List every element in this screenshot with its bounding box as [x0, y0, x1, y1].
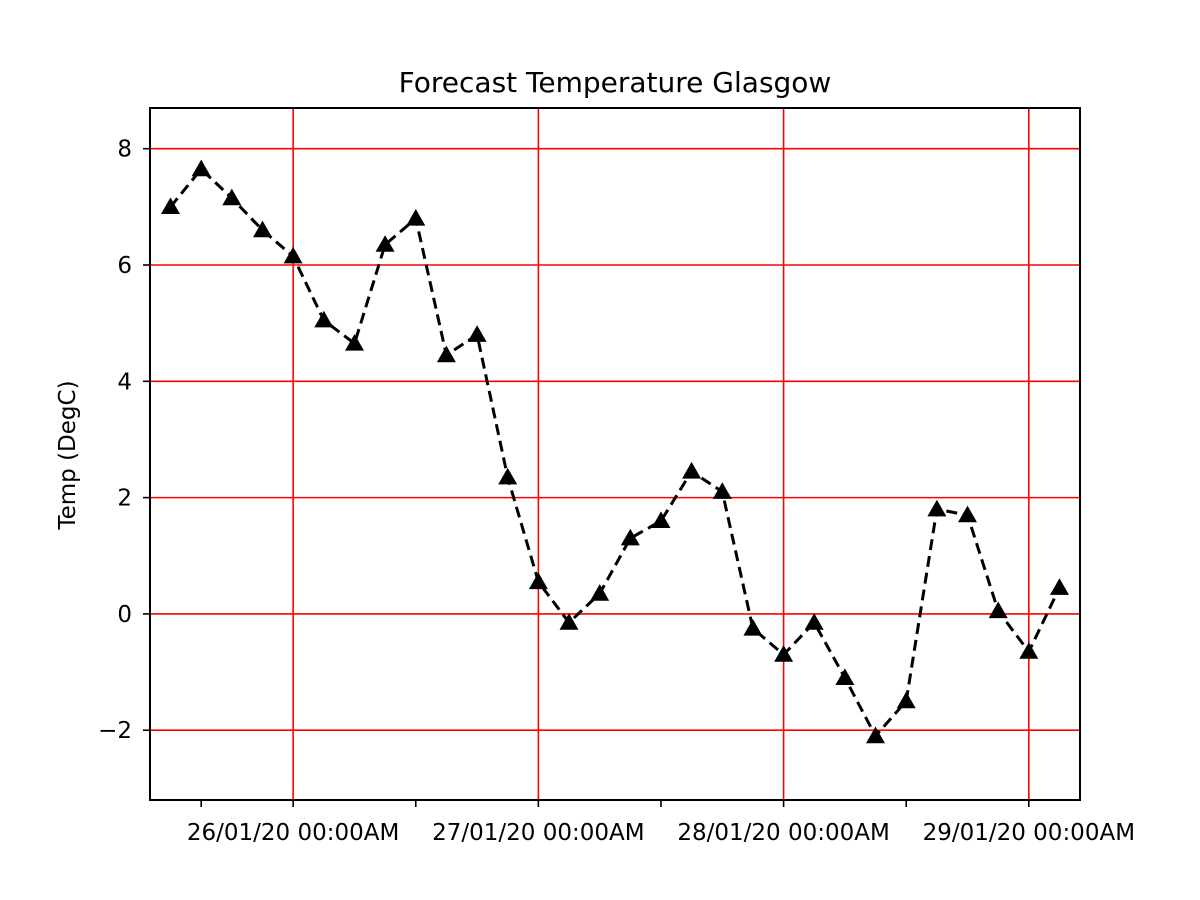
- data-point-marker: [651, 511, 671, 528]
- x-tick-label: 28/01/20 00:00AM: [677, 820, 889, 846]
- data-point-marker: [896, 691, 916, 709]
- tick-layer: −2 0 2 4 6 8 26/01/20 00:00AM 27/01/20 00:00AM 2…: [98, 137, 1135, 846]
- data-point-marker: [1050, 578, 1069, 595]
- y-tick-label: 4: [117, 369, 132, 395]
- data-point-marker: [743, 619, 763, 636]
- data-point-marker: [988, 601, 1008, 619]
- data-point-marker: [191, 159, 211, 177]
- data-point-marker: [1019, 642, 1039, 659]
- data-point-marker: [804, 613, 824, 630]
- data-point-marker: [498, 467, 518, 485]
- data-point-marker: [835, 668, 855, 685]
- grid-layer: [150, 108, 1080, 800]
- series-layer: [161, 159, 1069, 744]
- data-point-marker: [467, 325, 487, 342]
- data-point-marker: [559, 613, 579, 630]
- y-tick-label: −2: [98, 718, 132, 744]
- x-tick-label: 27/01/20 00:00AM: [432, 820, 644, 846]
- data-point-marker: [436, 345, 456, 363]
- data-point-marker: [345, 334, 364, 351]
- data-point-marker: [283, 246, 303, 264]
- y-tick-label: 2: [117, 486, 132, 512]
- data-point-marker: [253, 220, 272, 238]
- data-point-marker: [161, 197, 180, 214]
- data-point-marker: [927, 499, 947, 517]
- axis-layer: [149, 107, 1081, 801]
- data-point-marker: [406, 209, 426, 226]
- data-point-marker: [682, 461, 702, 479]
- data-point-marker: [620, 528, 640, 546]
- data-point-marker: [774, 645, 794, 662]
- x-tick-label: 29/01/20 00:00AM: [923, 820, 1135, 846]
- plot-frame: [149, 107, 1081, 801]
- data-point-marker: [958, 505, 977, 523]
- y-tick-label: 6: [117, 253, 132, 279]
- y-tick-label: 0: [117, 602, 132, 628]
- data-point-marker: [528, 572, 548, 590]
- data-point-marker: [712, 482, 732, 499]
- y-tick-label: 8: [117, 137, 132, 163]
- chart-title: Forecast Temperature Glasgow: [399, 66, 832, 99]
- data-point-marker: [314, 310, 334, 328]
- data-point-marker: [590, 584, 610, 601]
- x-tick-label: 26/01/20 00:00AM: [187, 820, 399, 846]
- data-point-marker: [222, 188, 242, 206]
- data-point-marker: [375, 235, 395, 252]
- y-axis-label: Temp (DegC): [55, 380, 81, 530]
- data-point-marker: [866, 726, 885, 744]
